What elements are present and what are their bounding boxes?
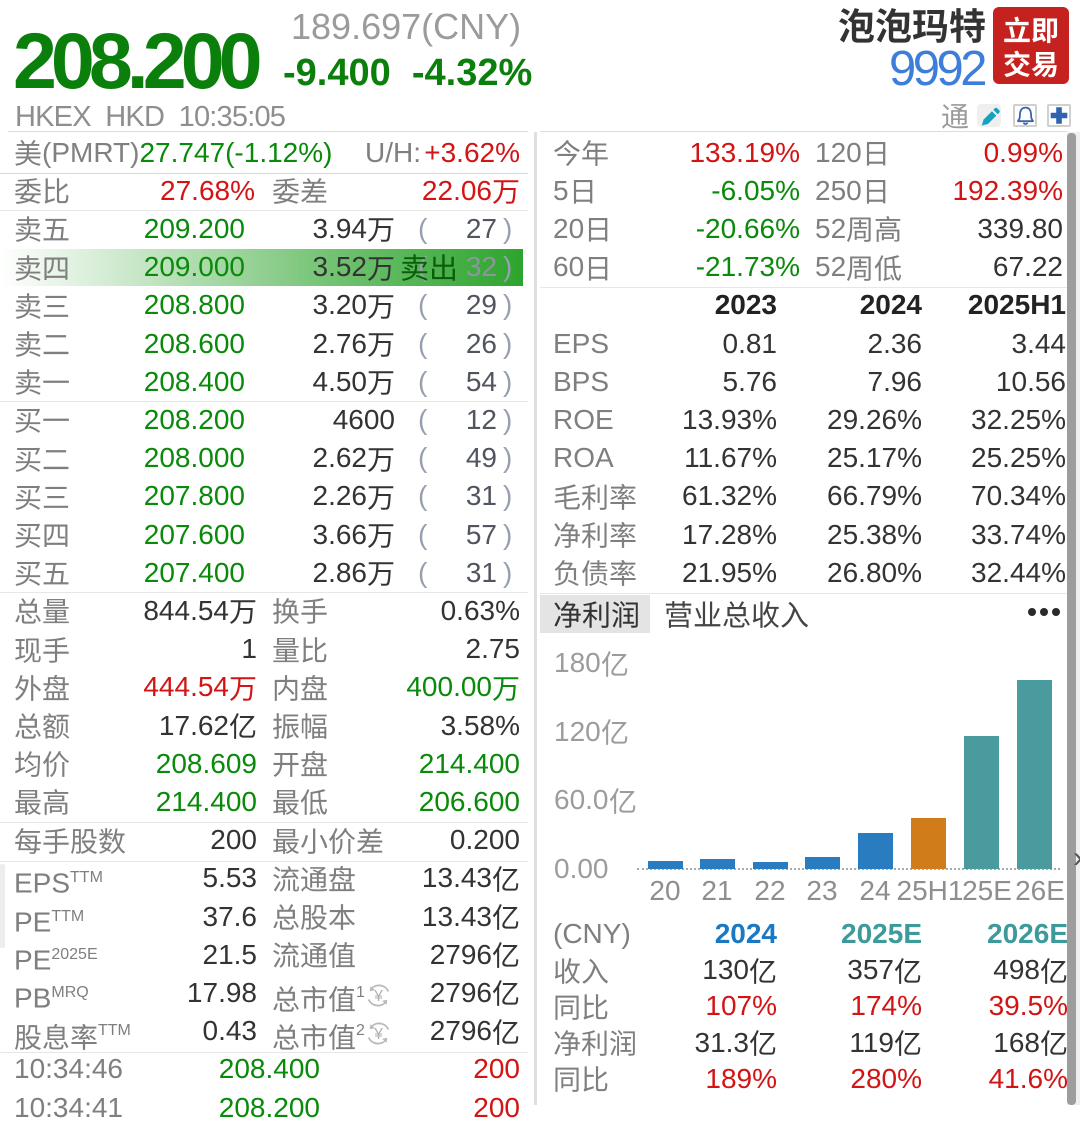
svg-text:¥: ¥ (373, 988, 383, 1005)
svg-text:¥: ¥ (373, 1026, 383, 1043)
